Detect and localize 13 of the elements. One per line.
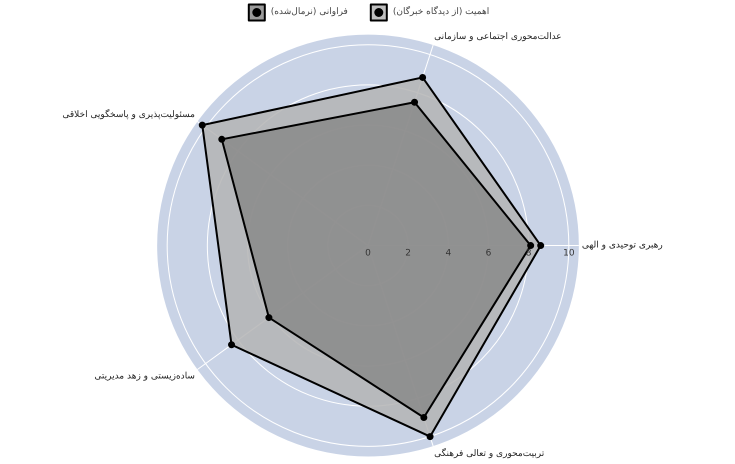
spoke-label: رهبری توحیدی و الهی — [582, 240, 663, 251]
spoke-label: ساده‌زیستی و زهد مدیریتی — [94, 371, 195, 382]
y-tick-label: 6 — [486, 248, 492, 259]
legend-label: فراوانی (نرمال‌شده) — [270, 7, 348, 17]
legend-label: اهمیت (از دیدگاه خبرگان) — [392, 7, 490, 17]
y-tick-label: 4 — [445, 248, 452, 259]
spoke-label: عدالت‌محوری اجتماعی و سازمانی — [434, 32, 562, 42]
spoke-label: تربیت‌محوری و تعالی فرهنگی — [434, 447, 545, 460]
y-tick-label: 8 — [526, 248, 532, 259]
y-tick-label: 0 — [365, 248, 372, 259]
spoke-label: مسئولیت‌پذیری و پاسخگویی اخلاقی — [62, 108, 196, 120]
y-tick-label: 10 — [563, 248, 575, 259]
y-tick-label: 2 — [405, 248, 412, 259]
